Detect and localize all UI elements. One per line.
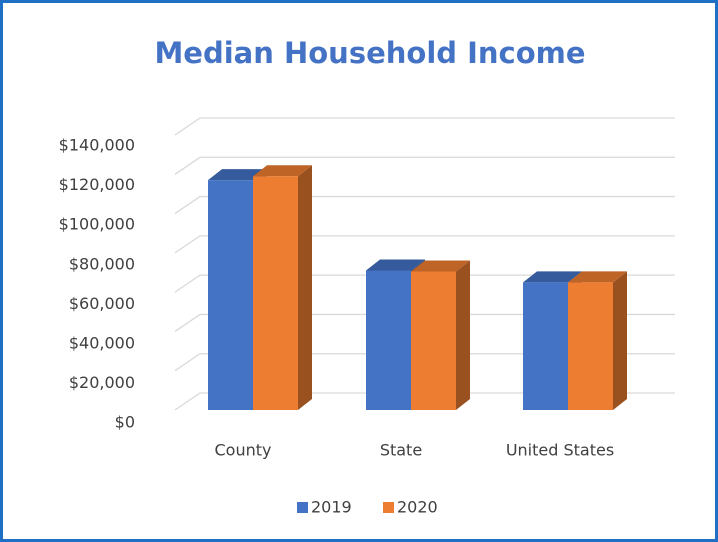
x-tick-label: County [215,441,272,460]
y-tick-label: $60,000 [69,294,135,313]
chart-title: Median Household Income [154,36,585,70]
grid-line [174,156,675,175]
bar-face [523,282,568,410]
legend-label: 2019 [311,498,352,517]
bar-face [253,176,298,410]
bar [411,260,470,410]
grid-line [174,313,675,332]
y-tick-label: $100,000 [59,215,135,234]
bar-face [568,282,613,410]
bar-face [366,259,425,271]
grid-line [174,353,675,372]
bar-face [366,270,411,410]
legend-label: 2020 [397,498,438,517]
grid-line [174,274,675,293]
bar-face [208,169,267,181]
legend-swatch [297,502,308,513]
bar-face [523,271,582,283]
bar-face [456,260,470,410]
bar-face [253,165,312,177]
bar-face [208,180,253,410]
x-tick-label: United States [506,441,614,460]
bar-face [298,165,312,410]
grid-line [174,117,675,136]
y-tick-label: $40,000 [69,333,135,352]
bar [568,271,627,410]
y-tick-label: $80,000 [69,254,135,273]
y-tick-label: $120,000 [59,175,135,194]
y-tick-label: $0 [115,413,135,432]
bar-face [568,271,627,283]
y-tick-label: $140,000 [59,136,135,155]
bar-face [411,260,470,272]
bar-face [613,271,627,410]
grid-line [174,195,675,215]
legend-swatch [383,502,394,513]
bar-face [411,271,456,410]
y-tick-label: $20,000 [69,373,135,392]
x-tick-label: State [380,441,422,460]
grid-line [174,392,675,411]
grid-line [174,235,675,254]
bar [253,165,312,410]
